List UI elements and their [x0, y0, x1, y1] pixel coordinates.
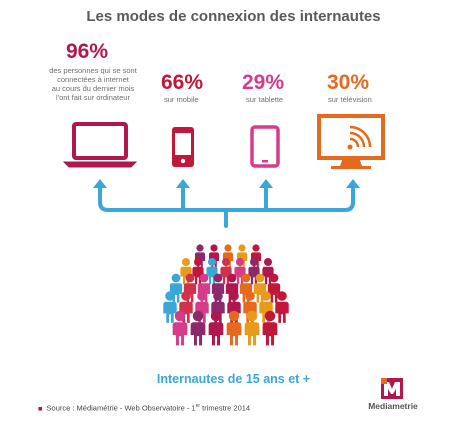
stat-value-mobile: 66% [161, 71, 204, 94]
logo-name: Mediametrie [368, 401, 418, 411]
source-text: Source : Médiamétrie - Web Observatoire … [46, 403, 196, 413]
stat-value-tablet: 29% [242, 71, 285, 94]
stat-value-tv: 30% [327, 71, 370, 94]
tablet-icon [250, 125, 280, 168]
bullet-icon: ■ [38, 403, 43, 413]
person-icon [262, 310, 278, 346]
person-icon [244, 310, 260, 346]
person-icon [275, 291, 289, 323]
connector-arrows [98, 184, 355, 228]
person-icon [226, 310, 242, 346]
arrow-head-icon [259, 179, 273, 188]
arrow-head-icon [176, 179, 190, 188]
arrow-head-icon [93, 179, 107, 188]
tv-icon [317, 114, 385, 169]
stat-desc-tablet: sur tablette [246, 95, 284, 104]
crowd-label: Internautes de 15 ans et + [156, 372, 311, 386]
source-text-end: trimestre 2014 [200, 403, 251, 413]
person-icon [163, 291, 177, 323]
desc-line: l'ont fait sur ordinateur [56, 93, 130, 102]
source-note: ■ Source : Médiamétrie - Web Observatoire… [38, 403, 250, 413]
person-icon [208, 310, 224, 346]
desc-line: des personnes qui se sont [49, 66, 137, 75]
desc-line: connectées à internet [57, 75, 129, 84]
source-sup: er [195, 403, 201, 409]
crowd-illustration [163, 244, 289, 346]
person-icon [267, 273, 281, 303]
stat-desc-tv: sur télévision [328, 95, 372, 104]
wifi-icon [347, 125, 372, 150]
stat-desc-computer: des personnes qui se sont connectées à i… [38, 66, 148, 102]
laptop-icon [62, 122, 138, 168]
person-icon [172, 310, 188, 346]
page-title: Les modes de connexion des internautes [86, 8, 381, 25]
arrow-head-icon [346, 179, 360, 188]
stat-value-computer: 96% [66, 40, 109, 63]
mediametrie-logo-icon [381, 378, 403, 399]
person-icon [190, 310, 206, 346]
stat-desc-mobile: sur mobile [164, 95, 199, 104]
mobile-phone-icon [172, 127, 194, 167]
arrow-heads [93, 179, 360, 188]
desc-line: au cours du dernier mois [51, 84, 135, 93]
